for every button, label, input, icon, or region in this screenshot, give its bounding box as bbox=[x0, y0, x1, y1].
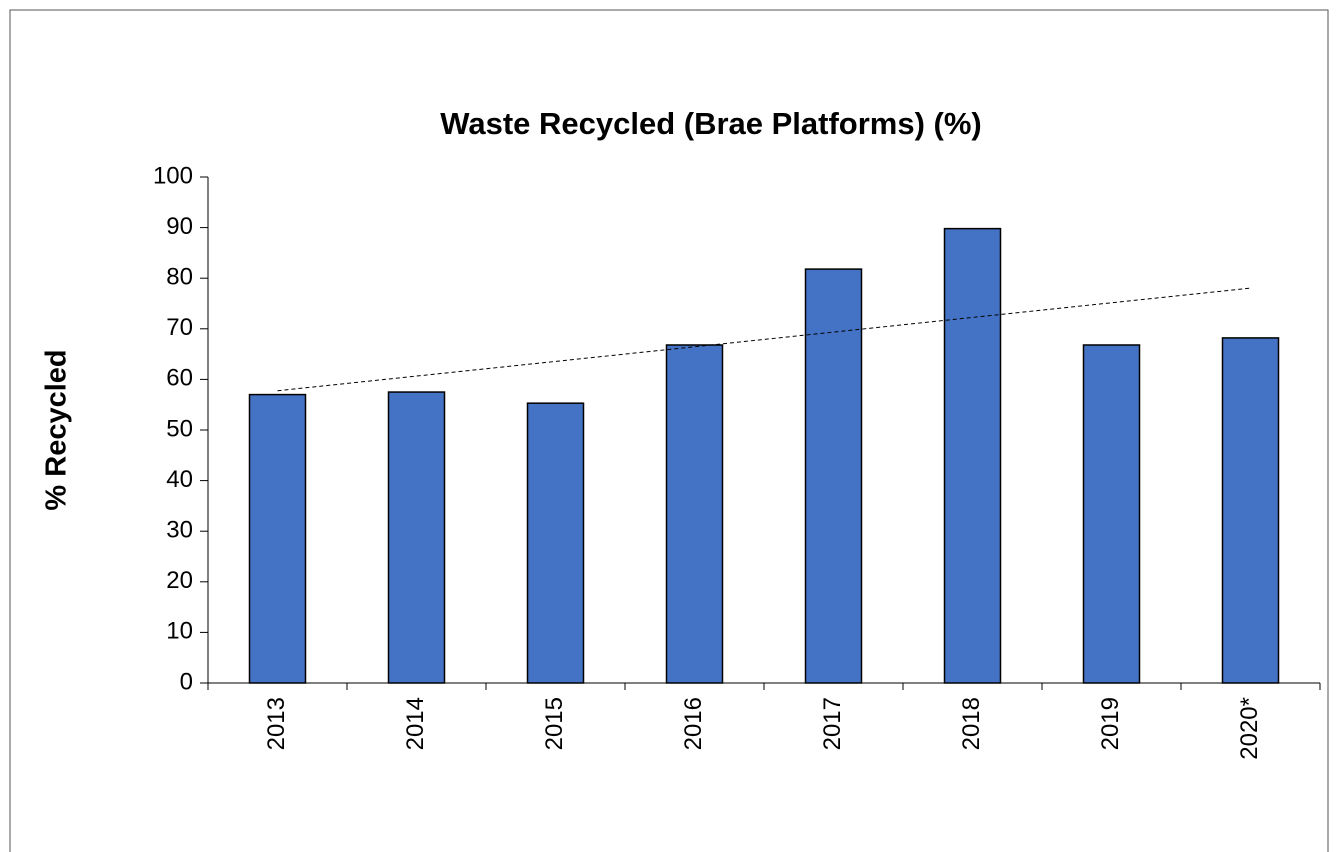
y-tick-label: 50 bbox=[166, 415, 193, 442]
x-tick-label: 2019 bbox=[1097, 697, 1124, 750]
x-tick-label: 2017 bbox=[819, 697, 846, 750]
y-tick-label: 20 bbox=[166, 567, 193, 594]
x-tick-label: 2015 bbox=[541, 697, 568, 750]
x-tick-label: 2013 bbox=[263, 697, 290, 750]
y-tick-label: 10 bbox=[166, 618, 193, 645]
x-tick-label: 2016 bbox=[680, 697, 707, 750]
y-tick-label: 0 bbox=[180, 668, 193, 695]
y-tick-label: 30 bbox=[166, 517, 193, 544]
bar bbox=[804, 268, 863, 684]
bar bbox=[526, 402, 585, 684]
y-tick-label: 80 bbox=[166, 264, 193, 291]
y-tick-label: 100 bbox=[153, 162, 193, 189]
x-tick-label: 2020* bbox=[1236, 697, 1263, 760]
bar bbox=[248, 393, 307, 684]
chart-title: Waste Recycled (Brae Platforms) (%) bbox=[440, 106, 982, 141]
bar bbox=[1082, 344, 1141, 684]
y-tick-label: 40 bbox=[166, 466, 193, 493]
y-tick-label: 70 bbox=[166, 314, 193, 341]
y-tick-label: 90 bbox=[166, 213, 193, 240]
bar bbox=[665, 344, 724, 684]
x-tick-label: 2014 bbox=[402, 697, 429, 750]
bar bbox=[943, 227, 1002, 684]
y-axis-label: % Recycled bbox=[41, 349, 73, 510]
chart-frame bbox=[9, 9, 1329, 852]
bar bbox=[1221, 337, 1280, 684]
bar bbox=[387, 391, 446, 684]
trendline bbox=[277, 287, 1251, 392]
x-tick-label: 2018 bbox=[958, 697, 985, 750]
y-tick-label: 60 bbox=[166, 365, 193, 392]
